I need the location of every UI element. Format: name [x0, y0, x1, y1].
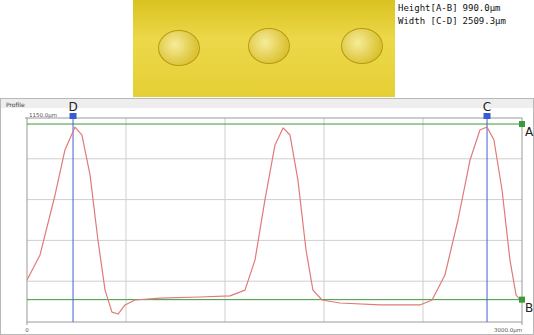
- level-line: [27, 299, 522, 300]
- chart: Profile 0 3000.0μm 1150.0μm D C A B: [0, 98, 534, 335]
- measurement-value: 2509.3μm: [463, 16, 506, 26]
- x-tick-label: 0: [25, 327, 29, 333]
- grid-line: [126, 118, 127, 322]
- y-tick: [25, 118, 27, 119]
- profile-line: [27, 127, 522, 314]
- grid-line: [324, 118, 325, 322]
- sample-photo: [133, 0, 395, 97]
- plot-frame: [27, 118, 522, 322]
- measurement: Height[A-B] 990.0μm: [398, 2, 506, 15]
- grid-line: [27, 199, 522, 200]
- panel-header: [1, 99, 533, 108]
- x-tick: [522, 322, 523, 325]
- cursor-label: D: [68, 100, 77, 114]
- cursor-line: [73, 118, 74, 322]
- x-tick: [27, 322, 28, 325]
- measurement-label: Height[A-B]: [398, 3, 458, 13]
- cursor-line: [487, 118, 488, 322]
- dome: [158, 30, 200, 66]
- measurements: Height[A-B] 990.0μm Width [C-D] 2509.3μm: [398, 2, 506, 28]
- grid-line: [423, 118, 424, 322]
- cursor-label: C: [483, 100, 491, 114]
- panel: [1, 99, 534, 335]
- y-tick-label: 1150.0μm: [29, 112, 57, 119]
- grid-line: [27, 158, 522, 159]
- grid-line: [225, 118, 226, 322]
- title: Profile: [6, 101, 25, 108]
- x-tick-label: 3000.0μm: [494, 327, 522, 334]
- dome: [248, 28, 290, 64]
- plot-area: [27, 118, 522, 322]
- level-label: B: [525, 301, 533, 315]
- grid-line: [27, 240, 522, 241]
- level-label: A: [525, 125, 534, 139]
- grid-line: [27, 281, 522, 282]
- measurement: Width [C-D] 2509.3μm: [398, 15, 506, 28]
- measurement-value: 990.0μm: [463, 3, 501, 13]
- level-line: [27, 124, 522, 125]
- measurement-label: Width [C-D]: [398, 16, 458, 26]
- dome: [341, 28, 383, 64]
